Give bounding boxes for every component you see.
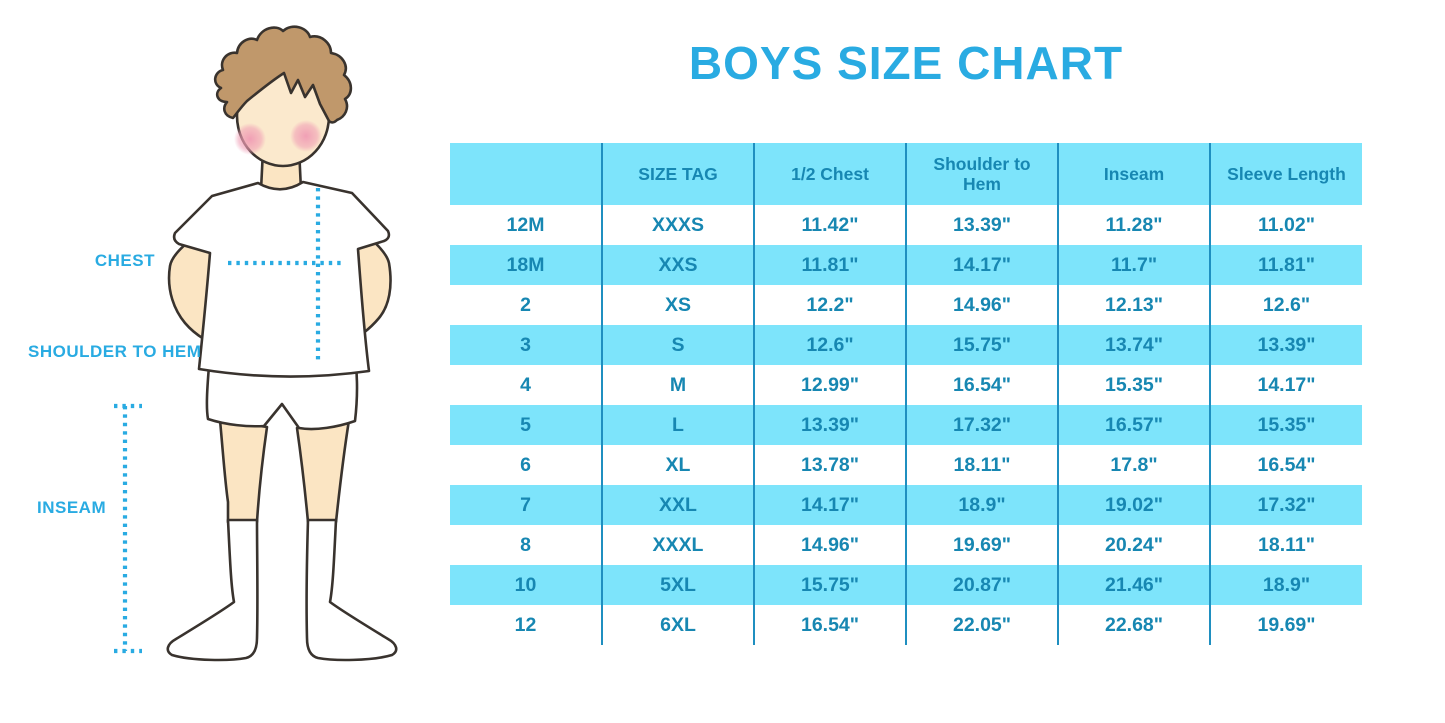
cell-size-tag: 6XL [601,605,754,645]
chest-label: CHEST [94,251,155,270]
cell-inseam: 19.02" [1057,485,1210,525]
table-row: 2 XS 12.2" 14.96" 12.13" 12.6" [450,285,1362,325]
hair [213,25,353,124]
size-chart-table: SIZE TAG 1/2 Chest Shoulder to Hem Insea… [450,143,1362,645]
header-inseam: Inseam [1057,143,1210,205]
cell-size: 2 [450,285,602,325]
left-sock [166,518,259,662]
cell-size: 8 [450,525,602,565]
header-shoulder-to-hem: Shoulder to Hem [905,143,1058,205]
cell-sleeve-length: 14.17" [1209,365,1362,405]
cell-shoulder-to-hem: 14.17" [905,245,1058,285]
cell-sleeve-length: 12.6" [1209,285,1362,325]
table-row: 10 5XL 15.75" 20.87" 21.46" 18.9" [450,565,1362,605]
cell-shoulder-to-hem: 19.69" [905,525,1058,565]
size-chart-table-container: SIZE TAG 1/2 Chest Shoulder to Hem Insea… [450,143,1362,645]
cell-shoulder-to-hem: 22.05" [905,605,1058,645]
right-cheek [290,120,322,152]
cell-half-chest: 13.39" [753,405,906,445]
cell-size-tag: XS [601,285,754,325]
cell-size-tag: XXS [601,245,754,285]
cell-sleeve-length: 11.81" [1209,245,1362,285]
cell-half-chest: 14.96" [753,525,906,565]
cell-size: 12M [450,205,602,245]
cell-shoulder-to-hem: 16.54" [905,365,1058,405]
header-sleeve-length: Sleeve Length [1209,143,1362,205]
cell-inseam: 13.74" [1057,325,1210,365]
cell-shoulder-to-hem: 17.32" [905,405,1058,445]
cell-size-tag: XXL [601,485,754,525]
cell-sleeve-length: 15.35" [1209,405,1362,445]
table-row: 5 L 13.39" 17.32" 16.57" 15.35" [450,405,1362,445]
cell-inseam: 16.57" [1057,405,1210,445]
table-row: 7 XXL 14.17" 18.9" 19.02" 17.32" [450,485,1362,525]
cell-size-tag: S [601,325,754,365]
cell-sleeve-length: 18.11" [1209,525,1362,565]
cell-size-tag: 5XL [601,565,754,605]
cell-shoulder-to-hem: 18.11" [905,445,1058,485]
cell-half-chest: 16.54" [753,605,906,645]
cell-size: 10 [450,565,602,605]
cell-inseam: 20.24" [1057,525,1210,565]
cell-size: 5 [450,405,602,445]
table-row: 12M XXXS 11.42" 13.39" 11.28" 11.02" [450,205,1362,245]
cell-shoulder-to-hem: 20.87" [905,565,1058,605]
cell-size-tag: M [601,365,754,405]
cell-half-chest: 14.17" [753,485,906,525]
table-row: 6 XL 13.78" 18.11" 17.8" 16.54" [450,445,1362,485]
cell-shoulder-to-hem: 14.96" [905,285,1058,325]
cell-size: 6 [450,445,602,485]
inseam-label: INSEAM [37,498,107,517]
cell-size: 3 [450,325,602,365]
shoulder-to-hem-label: SHOULDER TO HEM [28,342,202,361]
left-leg [218,418,269,524]
table-row: 4 M 12.99" 16.54" 15.35" 14.17" [450,365,1362,405]
cell-sleeve-length: 11.02" [1209,205,1362,245]
cell-size-tag: XXXS [601,205,754,245]
table-row: 3 S 12.6" 15.75" 13.74" 13.39" [450,325,1362,365]
cell-size: 18M [450,245,602,285]
cell-inseam: 21.46" [1057,565,1210,605]
cell-inseam: 11.7" [1057,245,1210,285]
table-row: 18M XXS 11.81" 14.17" 11.7" 11.81" [450,245,1362,285]
cell-inseam: 17.8" [1057,445,1210,485]
left-cheek [234,123,266,155]
cell-inseam: 22.68" [1057,605,1210,645]
header-size [450,143,602,205]
header-half-chest: 1/2 Chest [753,143,906,205]
t-shirt [172,180,391,378]
cell-inseam: 15.35" [1057,365,1210,405]
right-leg [295,418,351,524]
header-size-tag: SIZE TAG [601,143,754,205]
cell-size-tag: L [601,405,754,445]
cell-half-chest: 11.81" [753,245,906,285]
cell-half-chest: 13.78" [753,445,906,485]
cell-size: 12 [450,605,602,645]
table-row: 8 XXXL 14.96" 19.69" 20.24" 18.11" [450,525,1362,565]
page-title: BOYS SIZE CHART [688,37,1124,89]
cell-sleeve-length: 19.69" [1209,605,1362,645]
cell-inseam: 11.28" [1057,205,1210,245]
cell-shoulder-to-hem: 13.39" [905,205,1058,245]
cell-shoulder-to-hem: 18.9" [905,485,1058,525]
cell-sleeve-length: 13.39" [1209,325,1362,365]
boy-figure-illustration [114,25,398,662]
right-sock [305,518,398,662]
cell-size-tag: XL [601,445,754,485]
cell-shoulder-to-hem: 15.75" [905,325,1058,365]
cell-inseam: 12.13" [1057,285,1210,325]
cell-size: 7 [450,485,602,525]
cell-size-tag: XXXL [601,525,754,565]
table-row: 12 6XL 16.54" 22.05" 22.68" 19.69" [450,605,1362,645]
cell-half-chest: 12.6" [753,325,906,365]
cell-half-chest: 11.42" [753,205,906,245]
cell-sleeve-length: 18.9" [1209,565,1362,605]
cell-size: 4 [450,365,602,405]
cell-half-chest: 12.99" [753,365,906,405]
cell-sleeve-length: 17.32" [1209,485,1362,525]
table-header-row: SIZE TAG 1/2 Chest Shoulder to Hem Insea… [450,143,1362,205]
cell-half-chest: 12.2" [753,285,906,325]
cell-half-chest: 15.75" [753,565,906,605]
cell-sleeve-length: 16.54" [1209,445,1362,485]
